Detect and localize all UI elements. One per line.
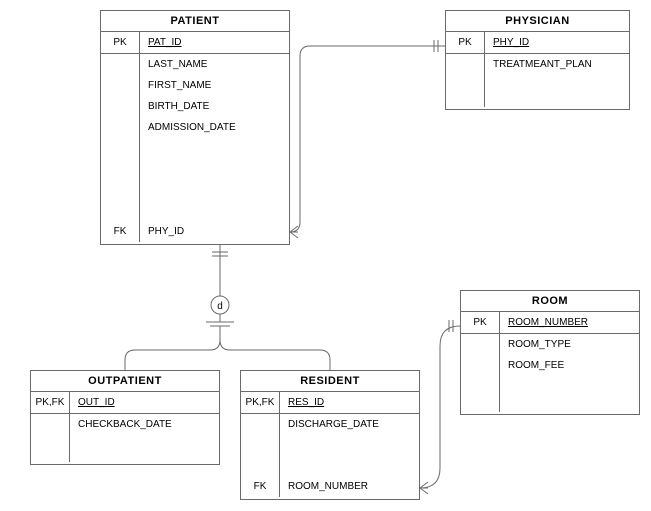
pk-attr: OUT_ID [70,392,219,414]
attr: BIRTH_DATE [140,96,289,117]
entity-title: PHYSICIAN [446,11,629,32]
entity-physician: PHYSICIAN PK PHY_ID TREATMEANT_PLAN [445,10,630,110]
discriminator-label: d [217,301,223,312]
attr: ADMISSION_DATE [140,117,289,138]
pk-attr: PAT_ID [140,32,289,54]
pk-label: PK,FK [241,392,279,414]
entity-outpatient: OUTPATIENT PK,FK OUT_ID CHECKBACK_DATE [30,370,220,465]
pk-label: PK,FK [31,392,69,414]
entity-resident: RESIDENT PK,FK FK RES_ID DISCHARGE_DATE … [240,370,420,500]
fk-attr: PHY_ID [140,221,289,242]
pk-label: PK [101,32,139,54]
fk-label: FK [241,476,279,497]
entity-title: OUTPATIENT [31,371,219,392]
pk-attr: PHY_ID [485,32,629,54]
attr: ROOM_TYPE [500,334,639,355]
pk-label: PK [446,32,484,54]
pk-attr: RES_ID [280,392,419,414]
entity-title: RESIDENT [241,371,419,392]
attr: TREATMEANT_PLAN [485,54,629,75]
entity-title: PATIENT [101,11,289,32]
attr: LAST_NAME [140,54,289,75]
attr: DISCHARGE_DATE [280,414,419,435]
entity-title: ROOM [461,291,639,312]
fk-attr: ROOM_NUMBER [280,476,419,497]
pk-label: PK [461,312,499,334]
entity-room: ROOM PK ROOM_NUMBER ROOM_TYPE ROOM_FEE [460,290,640,415]
pk-attr: ROOM_NUMBER [500,312,639,334]
attr: CHECKBACK_DATE [70,414,219,435]
attr: FIRST_NAME [140,75,289,96]
attr: ROOM_FEE [500,355,639,376]
entity-patient: PATIENT PK FK PAT_ID LAST_NAME FIRST_NAM… [100,10,290,245]
fk-label: FK [101,221,139,242]
